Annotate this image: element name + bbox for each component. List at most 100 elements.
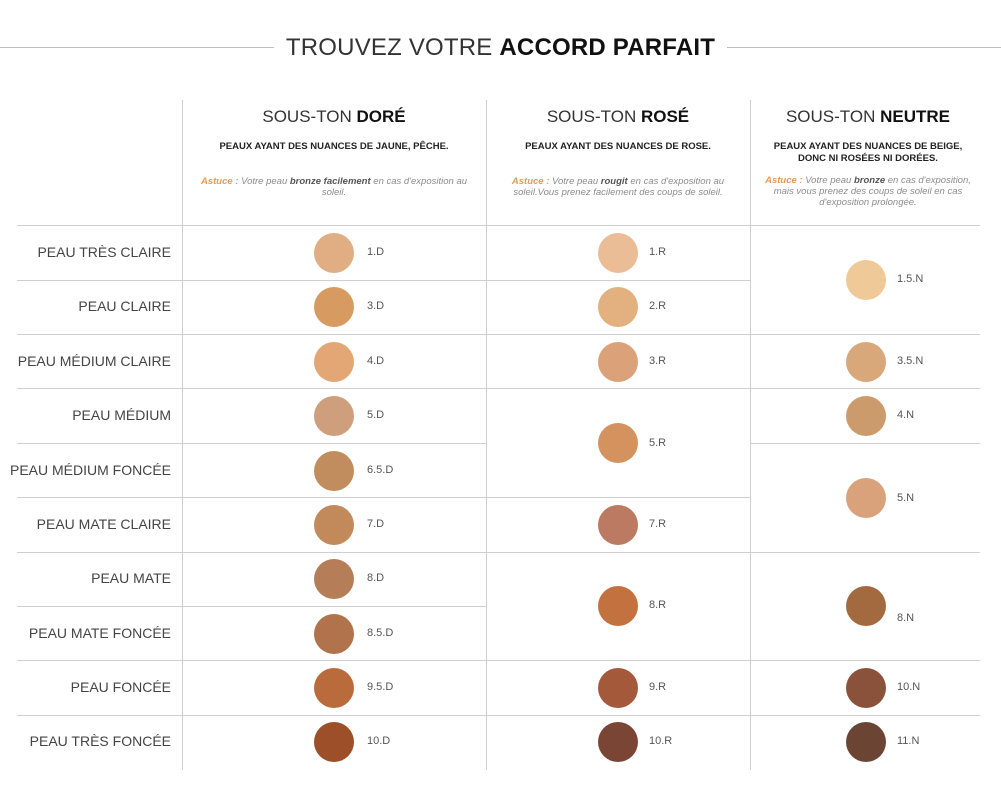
swatch-neutre[interactable] [846, 668, 886, 708]
grid-vline-1 [182, 100, 183, 770]
swatch-dore[interactable] [314, 451, 354, 491]
shade-code: 10.N [897, 681, 921, 693]
grid-hline [17, 334, 182, 335]
tip-text: en cas d'exposition au soleil.Vous prene… [513, 176, 725, 198]
tip-text: Votre peau [549, 176, 601, 187]
grid-hline [17, 660, 182, 661]
swatch-neutre[interactable] [846, 342, 886, 382]
swatch-dore[interactable] [314, 668, 354, 708]
grid-hline [750, 388, 980, 389]
shade-code: 1.R [649, 246, 667, 258]
swatch-neutre[interactable] [846, 586, 886, 626]
swatch-rose[interactable] [598, 342, 638, 382]
tip-emphasis: bronze facilement [289, 176, 371, 187]
tip-text: en cas d'exposition au soleil. [321, 176, 468, 198]
column-header-neutre: SOUS-TON NEUTRE PEAUX AYANT DES NUANCES … [760, 107, 976, 208]
row-label: PEAU FONCÉE [70, 679, 171, 695]
column-tip-neutre: Astuce : Votre peau bronze en cas d'expo… [760, 175, 976, 208]
row-label: PEAU TRÈS CLAIRE [37, 244, 171, 260]
grid-hline [486, 334, 750, 335]
shade-code: 11.N [897, 735, 920, 747]
tip-label: Astuce : [200, 176, 239, 187]
grid-hline [17, 280, 182, 281]
shade-code: 5.N [897, 492, 915, 504]
shade-code: 1.D [367, 246, 385, 258]
shade-code: 5.R [649, 437, 667, 449]
tip-emphasis: rougit [600, 176, 628, 187]
swatch-dore[interactable] [314, 559, 354, 599]
shade-code: 7.D [367, 518, 385, 530]
shade-code: 5.D [367, 409, 385, 421]
shade-code: 2.R [649, 300, 667, 312]
grid-hline [17, 552, 182, 553]
column-description-neutre: PEAUX AYANT DES NUANCES DE BEIGE, DONC N… [773, 141, 963, 164]
swatch-rose[interactable] [598, 586, 638, 626]
column-description-dore: PEAUX AYANT DES NUANCES DE JAUNE, PÊCHE. [219, 141, 449, 152]
grid-hline [182, 715, 486, 716]
swatch-rose[interactable] [598, 287, 638, 327]
column-title-light: SOUS-TON [262, 107, 357, 126]
grid-hline [17, 443, 182, 444]
swatch-dore[interactable] [314, 287, 354, 327]
grid-hline [486, 388, 750, 389]
shade-code: 3.R [649, 355, 667, 367]
shade-code: 1.5.N [897, 273, 924, 285]
column-header-rose: SOUS-TON ROSÉ PEAUX AYANT DES NUANCES DE… [492, 107, 744, 198]
grid-hline [182, 388, 486, 389]
swatch-rose[interactable] [598, 233, 638, 273]
shade-code: 10.D [367, 735, 391, 747]
row-label: PEAU TRÈS FONCÉE [29, 733, 171, 749]
row-label: PEAU MATE CLAIRE [36, 516, 171, 532]
grid-hline [17, 715, 182, 716]
swatch-dore[interactable] [314, 342, 354, 382]
grid-hline [182, 280, 486, 281]
grid-hline [750, 660, 980, 661]
grid-hline-header [17, 225, 980, 226]
column-description-rose: PEAUX AYANT DES NUANCES DE ROSE. [525, 141, 711, 152]
shade-code: 7.R [649, 518, 667, 530]
swatch-neutre[interactable] [846, 260, 886, 300]
grid-vline-3 [750, 100, 751, 770]
swatch-neutre[interactable] [846, 396, 886, 436]
swatch-rose[interactable] [598, 722, 638, 762]
column-title-bold: DORÉ [356, 107, 406, 126]
grid-hline [17, 497, 182, 498]
title-light: TROUVEZ VOTRE [285, 34, 500, 61]
grid-hline [17, 388, 182, 389]
shade-code: 9.R [649, 681, 667, 693]
grid-hline [182, 606, 486, 607]
title-divider-left [0, 47, 274, 48]
grid-hline [182, 552, 486, 553]
swatch-neutre[interactable] [846, 478, 886, 518]
grid-hline [182, 443, 486, 444]
shade-code: 8.R [649, 599, 667, 611]
shade-code: 4.N [897, 409, 915, 421]
page-title: TROUVEZ VOTRE ACCORD PARFAIT [274, 34, 727, 62]
swatch-rose[interactable] [598, 505, 638, 545]
swatch-rose[interactable] [598, 668, 638, 708]
column-title-bold: ROSÉ [640, 107, 690, 126]
column-tip-rose: Astuce : Votre peau rougit en cas d'expo… [492, 176, 744, 198]
shade-code: 3.5.N [897, 355, 924, 367]
column-title-bold: NEUTRE [880, 107, 951, 126]
swatch-dore[interactable] [314, 614, 354, 654]
tip-label: Astuce : [511, 176, 550, 187]
title-bar: TROUVEZ VOTRE ACCORD PARFAIT [0, 28, 1001, 68]
grid-hline [750, 334, 980, 335]
title-bold: ACCORD PARFAIT [499, 34, 716, 61]
swatch-dore[interactable] [314, 396, 354, 436]
grid-hline [486, 552, 750, 553]
swatch-dore[interactable] [314, 505, 354, 545]
column-title-rose: SOUS-TON ROSÉ [492, 107, 744, 127]
swatch-dore[interactable] [314, 233, 354, 273]
swatch-neutre[interactable] [846, 722, 886, 762]
tip-text: en cas d'exposition, mais vous prenez de… [773, 175, 971, 208]
swatch-rose[interactable] [598, 423, 638, 463]
row-label: PEAU MÉDIUM FONCÉE [9, 462, 171, 478]
row-label: PEAU MATE FONCÉE [28, 625, 171, 641]
grid-hline [750, 715, 980, 716]
swatch-dore[interactable] [314, 722, 354, 762]
column-title-dore: SOUS-TON DORÉ [192, 107, 476, 127]
shade-code: 9.5.D [367, 681, 394, 693]
column-title-light: SOUS-TON [785, 107, 881, 126]
